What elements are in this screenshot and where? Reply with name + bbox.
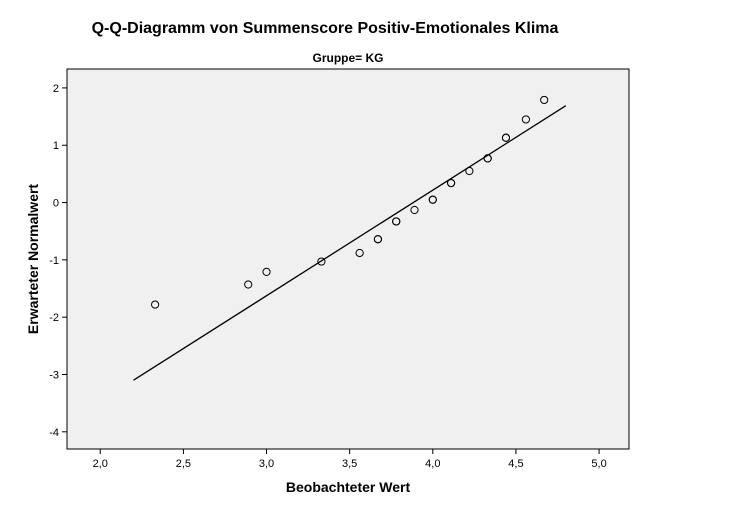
data-point bbox=[151, 300, 160, 309]
x-tick-label: 4,0 bbox=[425, 458, 440, 470]
chart-title: Q-Q-Diagramm von Summenscore Positiv-Emo… bbox=[91, 20, 559, 37]
plot-area bbox=[66, 68, 630, 450]
x-axis: 2,0 2,5 3,0 3,5 4,0 4,5 5,0 bbox=[93, 449, 607, 470]
data-point bbox=[392, 217, 401, 226]
y-axis-title: Erwarteter Normalwert bbox=[25, 184, 41, 335]
x-tick-label: 5,0 bbox=[591, 458, 606, 470]
reference-line bbox=[133, 105, 567, 381]
x-tick-label: 2,5 bbox=[176, 458, 191, 470]
data-point bbox=[410, 205, 419, 215]
x-tick-label: 3,0 bbox=[259, 458, 274, 470]
x-tick-label: 3,5 bbox=[342, 458, 357, 470]
x-tick-label: 2,0 bbox=[93, 458, 108, 470]
y-tick-label: -2 bbox=[49, 312, 59, 324]
y-tick-label: 1 bbox=[53, 140, 59, 152]
data-point bbox=[446, 178, 456, 188]
data-point bbox=[465, 166, 474, 176]
data-point bbox=[428, 195, 437, 204]
data-point bbox=[355, 248, 364, 258]
data-point bbox=[521, 115, 531, 124]
y-tick-label: -1 bbox=[49, 255, 59, 267]
x-tick-label: 4,5 bbox=[508, 458, 523, 470]
y-tick-label: 0 bbox=[53, 198, 59, 210]
chart-subtitle: Gruppe= KG bbox=[312, 51, 384, 65]
data-points bbox=[151, 95, 549, 309]
y-tick-label: 2 bbox=[53, 83, 59, 95]
x-axis-title: Beobachteter Wert bbox=[286, 479, 411, 495]
data-point bbox=[262, 267, 271, 276]
y-tick-label: -3 bbox=[49, 369, 59, 381]
data-point bbox=[483, 154, 492, 163]
data-point bbox=[540, 95, 549, 105]
data-point bbox=[317, 257, 326, 266]
data-point bbox=[373, 235, 383, 244]
y-tick-label: -4 bbox=[49, 427, 59, 439]
data-point bbox=[244, 280, 253, 289]
data-point bbox=[501, 133, 511, 142]
reference-line-group bbox=[133, 105, 567, 381]
y-axis: 2 1 0 -1 -2 -3 -4 bbox=[49, 83, 67, 439]
